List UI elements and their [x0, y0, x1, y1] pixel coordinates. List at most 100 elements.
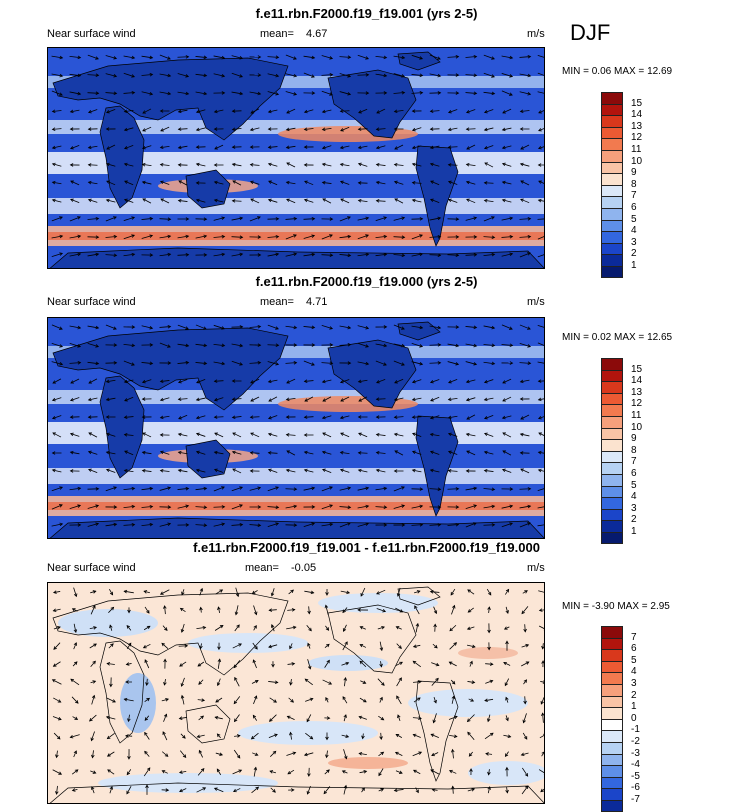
panel-1-minmax: MIN = 0.06 MAX = 12.69 — [562, 66, 672, 77]
panel-2-mean-value: 4.71 — [306, 296, 328, 308]
panel-1-max-value: 12.69 — [647, 66, 673, 77]
panel-1-variable-label: Near surface wind — [47, 28, 136, 40]
colorbar-tick-label: -5 — [631, 770, 640, 782]
colorbar-swatch — [601, 788, 623, 800]
colorbar-tick-label: 8 — [631, 178, 637, 190]
panel-2-title: f.e11.rbn.F2000.f19_f19.000 (yrs 2-5) — [255, 274, 478, 289]
colorbar-swatch — [601, 115, 623, 127]
colorbar-tick-label: -2 — [631, 736, 640, 747]
panel-1-wind-field — [48, 48, 544, 268]
colorbar-swatch — [601, 660, 623, 673]
colorbar-swatch — [601, 753, 623, 766]
panel-1-units: m/s — [527, 28, 545, 40]
colorbar-swatch — [601, 369, 623, 382]
colorbar-swatch — [601, 231, 623, 243]
colorbar-tick-label: 4 — [631, 225, 637, 237]
colorbar-tick-label: 2 — [631, 248, 637, 260]
panel-3-title: f.e11.rbn.F2000.f19_f19.001 - f.e11.rbn.… — [193, 540, 540, 555]
colorbar-tick-label: 8 — [631, 444, 637, 456]
colorbar-swatch — [601, 173, 623, 185]
colorbar-tick-label: 0 — [631, 712, 637, 724]
panel-2-wind-field — [48, 318, 544, 538]
panel-3-min-value: -3.90 — [591, 601, 615, 612]
panel-1-max-label: MAX = — [613, 66, 645, 77]
colorbar-swatch — [601, 462, 623, 474]
colorbar-swatch — [601, 207, 623, 220]
panel-3-units: m/s — [527, 562, 545, 574]
colorbar-tick-label: 10 — [631, 421, 643, 433]
panel-1-colorbar — [601, 92, 623, 278]
colorbar-swatch — [601, 799, 623, 812]
colorbar-tick-label: 3 — [631, 678, 637, 689]
colorbar-swatch — [601, 415, 623, 428]
colorbar-tick-label: 2 — [631, 514, 637, 526]
colorbar-tick-label: 11 — [631, 410, 642, 421]
panel-3-variable-label: Near surface wind — [47, 562, 136, 574]
panel-2-map — [47, 317, 545, 539]
colorbar-tick-label: 3 — [631, 236, 637, 248]
panel-3-max-value: 2.95 — [650, 601, 670, 612]
colorbar-swatch — [601, 138, 623, 150]
season-label: DJF — [570, 20, 611, 45]
colorbar-tick-label: 6 — [631, 468, 637, 479]
colorbar-tick-label: 15 — [631, 363, 643, 375]
colorbar-swatch — [601, 161, 623, 174]
colorbar-swatch — [601, 707, 623, 719]
colorbar-swatch — [601, 184, 623, 197]
colorbar-swatch — [601, 695, 623, 708]
panel-2-min-value: 0.02 — [591, 332, 612, 343]
colorbar-tick-label: 1 — [631, 260, 637, 271]
colorbar-swatch — [601, 450, 623, 463]
colorbar-swatch — [601, 242, 623, 255]
colorbar-swatch — [601, 672, 623, 684]
colorbar-tick-label: 6 — [631, 643, 637, 655]
colorbar-swatch — [601, 103, 623, 116]
colorbar-tick-label: 13 — [631, 120, 643, 132]
colorbar-tick-label: 5 — [631, 213, 637, 225]
colorbar-tick-label: 13 — [631, 386, 643, 398]
colorbar-swatch — [601, 508, 623, 521]
panel-1-mean-value: 4.67 — [306, 28, 328, 40]
panel-2-minmax: MIN = 0.02 MAX = 12.65 — [562, 332, 672, 343]
colorbar-swatch — [601, 92, 623, 104]
panel-1-min-label: MIN = — [562, 66, 589, 77]
colorbar-swatch — [601, 497, 623, 509]
panel-1-min-value: 0.06 — [591, 66, 612, 77]
colorbar-tick-label: 9 — [631, 167, 637, 179]
colorbar-swatch — [601, 718, 623, 731]
colorbar-tick-label: -1 — [631, 724, 640, 736]
colorbar-swatch — [601, 765, 623, 777]
colorbar-swatch — [601, 254, 623, 266]
colorbar-tick-label: -3 — [631, 747, 640, 759]
colorbar-swatch — [601, 649, 623, 661]
panel-3-min-label: MIN = — [562, 601, 589, 612]
colorbar-tick-label: 5 — [631, 654, 637, 666]
colorbar-tick-label: 1 — [631, 526, 637, 537]
colorbar-tick-label: 6 — [631, 202, 637, 213]
colorbar-tick-label: -6 — [631, 782, 640, 794]
colorbar-tick-label: 4 — [631, 666, 637, 678]
colorbar-swatch — [601, 126, 623, 139]
colorbar-tick-label: 1 — [631, 701, 637, 713]
colorbar-swatch — [601, 776, 623, 789]
panel-1-mean-label: mean= — [260, 28, 294, 40]
colorbar-swatch — [601, 741, 623, 754]
panel-3-mean-value: -0.05 — [291, 562, 317, 574]
colorbar-swatch — [601, 730, 623, 742]
panel-2-max-value: 12.65 — [647, 332, 673, 343]
colorbar-swatch — [601, 265, 623, 278]
colorbar-tick-label: 5 — [631, 479, 637, 491]
colorbar-swatch — [601, 485, 623, 498]
panel-3-wind-field — [48, 583, 544, 803]
colorbar-tick-label: 14 — [631, 375, 643, 387]
panel-3-map — [47, 582, 545, 804]
panel-1-map — [47, 47, 545, 269]
colorbar-tick-label: 7 — [631, 631, 637, 643]
colorbar-tick-label: 15 — [631, 97, 643, 109]
panel-3-mean-label: mean= — [245, 562, 279, 574]
colorbar-swatch — [601, 358, 623, 370]
colorbar-swatch — [601, 473, 623, 486]
colorbar-tick-label: -4 — [631, 759, 640, 771]
colorbar-swatch — [601, 381, 623, 393]
colorbar-swatch — [601, 439, 623, 451]
